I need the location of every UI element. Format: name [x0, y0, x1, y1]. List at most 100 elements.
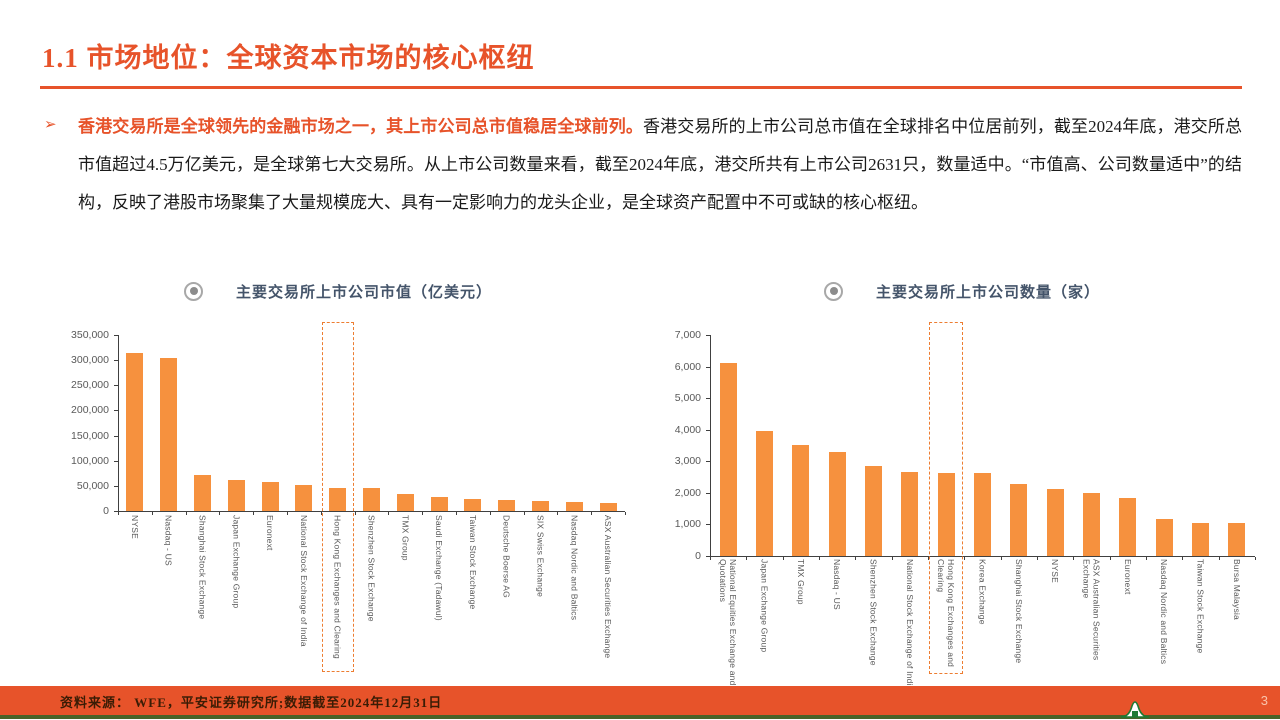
bar — [937, 472, 955, 556]
y-axis-tick — [114, 511, 118, 512]
bar — [828, 452, 846, 556]
bar — [464, 498, 482, 511]
y-axis-tick — [706, 556, 710, 557]
summary-paragraph: ➢ 香港交易所是全球领先的金融市场之一，其上市公司总市值稳居全球前列。香港交易所… — [42, 108, 1242, 222]
x-axis-tick — [523, 512, 525, 515]
x-axis-label: Saudi Exchange (Tadawul) — [434, 515, 445, 621]
bar — [126, 352, 144, 511]
x-axis-label: NYSE — [129, 515, 140, 539]
x-axis-tick — [1073, 557, 1075, 560]
bar — [1010, 484, 1028, 556]
y-axis-tick-label: 0 — [695, 550, 701, 562]
x-axis-label: National Stock Exchange of India — [904, 559, 915, 691]
x-axis-tick — [1255, 557, 1256, 560]
x-axis-tick — [219, 512, 221, 515]
x-axis-label: Euronext — [1122, 559, 1133, 595]
x-axis-label: TMX Group — [400, 515, 411, 561]
x-axis-label: Taiwan Stock Exchange — [467, 515, 478, 610]
bar — [1119, 498, 1137, 556]
x-axis-label: NYSE — [1050, 559, 1061, 583]
x-axis-label: Nasdaq - US — [832, 559, 843, 610]
bar — [160, 357, 178, 511]
chart-header: 主要交易所上市公司数量（家） — [824, 280, 1100, 302]
chart-header: 主要交易所上市公司市值（亿美元） — [184, 280, 492, 302]
bar — [1155, 519, 1173, 556]
y-axis-tick-label: 200,000 — [71, 404, 109, 417]
y-axis-tick — [706, 398, 710, 400]
highlight-box — [321, 322, 354, 672]
x-axis-tick — [253, 512, 255, 515]
y-axis-line — [118, 335, 119, 511]
y-axis-tick-label: 0 — [103, 505, 109, 517]
source-note: 资料来源： WFE，平安证券研究所;数据截至2024年12月31日 — [60, 695, 443, 710]
bar — [430, 497, 448, 511]
bar — [194, 475, 211, 511]
y-axis-tick-label: 250,000 — [71, 379, 109, 392]
y-axis-tick-label: 3,000 — [674, 455, 701, 468]
y-axis-tick-label: 100,000 — [71, 454, 109, 467]
x-axis-tick — [625, 512, 626, 515]
x-axis-tick — [1218, 557, 1220, 560]
x-axis-label: SIX Swiss Exchange — [535, 515, 546, 598]
bar — [1083, 493, 1100, 556]
y-axis-tick-label: 4,000 — [674, 423, 701, 436]
x-axis-tick — [1146, 557, 1147, 560]
bar — [1228, 523, 1246, 556]
x-axis-tick — [891, 557, 893, 560]
x-axis-tick — [928, 557, 929, 560]
plot-area: 0 1,000 2,000 3,000 4,000 5,000 6,000 7,000 Nati… — [668, 278, 1260, 705]
x-axis-label: Bursa Malaysia — [1231, 559, 1242, 620]
x-axis-tick — [320, 512, 322, 515]
x-axis-label: ASX Australian Securities Exchange — [603, 515, 614, 659]
bar — [792, 444, 810, 556]
bar — [396, 493, 414, 511]
y-axis-tick-label: 300,000 — [71, 354, 109, 367]
x-axis-label: Shenzhen Stock Exchange — [366, 515, 377, 622]
y-axis-tick — [706, 492, 710, 494]
y-axis-tick — [114, 485, 118, 487]
x-axis-tick — [855, 557, 857, 560]
chart-title: 主要交易所上市公司市值（亿美元） — [236, 284, 493, 301]
y-axis-tick — [114, 435, 118, 437]
x-axis-tick — [710, 557, 711, 560]
y-axis-tick — [706, 461, 710, 463]
bar — [599, 502, 617, 511]
x-axis-label: Shanghai Stock Exchange — [197, 515, 208, 620]
x-axis-label: Taiwan Stock Exchange — [1195, 559, 1206, 654]
x-axis-tick — [1000, 557, 1002, 560]
bar — [565, 502, 583, 511]
x-axis-tick — [557, 512, 559, 515]
bar — [756, 430, 773, 556]
bar — [532, 500, 549, 511]
x-axis-label: Korea Exchange — [977, 559, 988, 625]
x-axis-tick — [746, 557, 748, 560]
title-underline — [40, 86, 1242, 89]
x-axis-label: Nasdaq - US — [163, 515, 174, 566]
x-axis-label: Nasdaq Nordic and Baltics — [569, 515, 580, 621]
y-axis-tick — [706, 524, 710, 526]
x-axis-label: National Stock Exchange of India — [298, 515, 309, 647]
x-axis-label: Euronext — [265, 515, 276, 551]
y-axis-tick-label: 6,000 — [674, 360, 701, 373]
x-axis-tick — [151, 512, 153, 515]
y-axis-tick-label: 150,000 — [71, 429, 109, 442]
y-axis-tick — [114, 335, 118, 336]
bar — [719, 363, 737, 556]
bar — [1192, 523, 1209, 556]
y-axis-tick — [114, 360, 118, 362]
bar — [363, 488, 380, 511]
x-axis-tick — [422, 512, 424, 515]
listed-companies-chart: 主要交易所上市公司数量（家） 0 1,000 2,000 3,000 4,000 5,00… — [668, 278, 1260, 705]
y-axis-tick-label: 7,000 — [674, 329, 701, 341]
bar — [1046, 489, 1064, 556]
mountain-logo-icon — [1120, 701, 1150, 718]
highlight-box — [929, 322, 964, 674]
x-axis-tick — [489, 512, 491, 515]
x-axis-tick — [782, 557, 784, 560]
x-axis-tick — [591, 512, 593, 515]
y-axis-tick-label: 2,000 — [674, 486, 701, 499]
radio-bullet-icon — [184, 281, 203, 301]
x-axis-label: TMX Group — [795, 559, 806, 605]
x-axis-label: Hong Kong Exchanges and Clearing — [332, 515, 343, 659]
